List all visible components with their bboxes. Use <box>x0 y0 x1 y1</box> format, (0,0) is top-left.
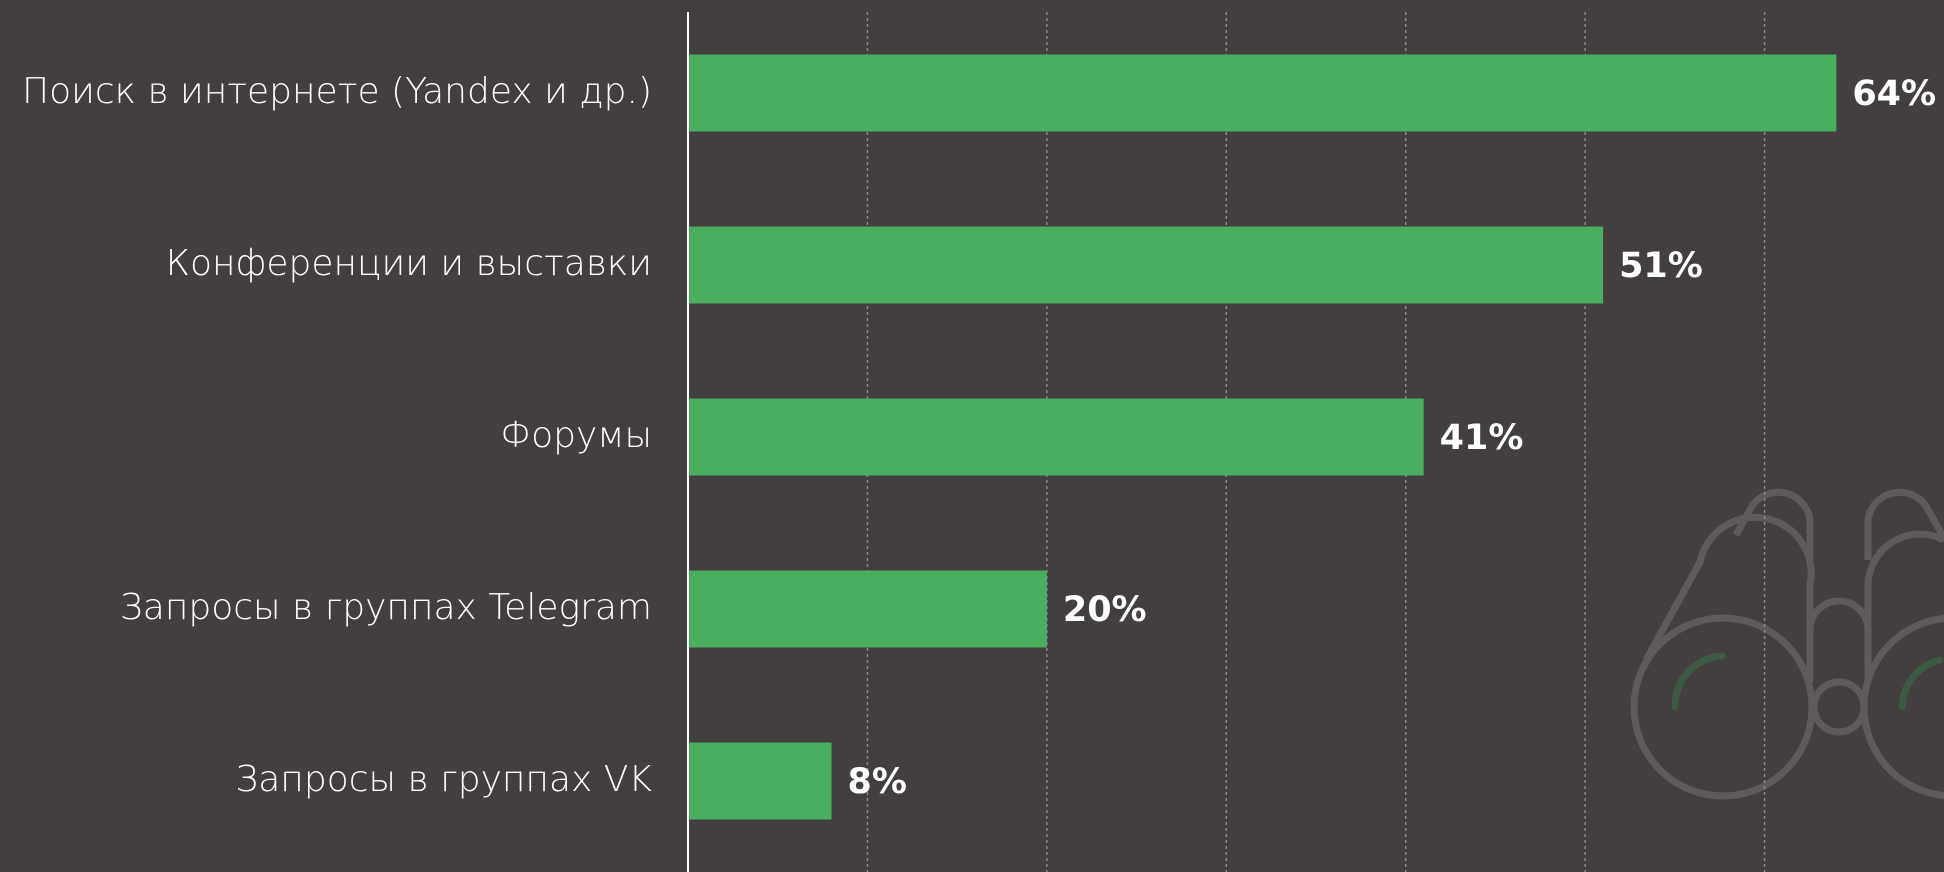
value-label: 8% <box>848 762 907 802</box>
binoculars-icon <box>1630 488 1944 800</box>
value-label: 41% <box>1440 418 1524 458</box>
lens-highlight <box>1671 652 1944 711</box>
category-label: Запросы в группах VK <box>235 759 652 800</box>
bar <box>688 570 1047 648</box>
value-label: 51% <box>1619 246 1703 286</box>
value-label: 64% <box>1852 74 1936 114</box>
bar <box>688 398 1424 476</box>
category-label: Форумы <box>500 415 652 456</box>
bar <box>688 226 1604 304</box>
category-label: Конференции и выставки <box>166 243 652 284</box>
bar <box>688 742 832 820</box>
bar <box>688 54 1837 132</box>
category-label: Запросы в группах Telegram <box>120 587 652 628</box>
value-label: 20% <box>1063 590 1147 630</box>
category-label: Поиск в интернете (Yandex и др.) <box>22 71 652 112</box>
